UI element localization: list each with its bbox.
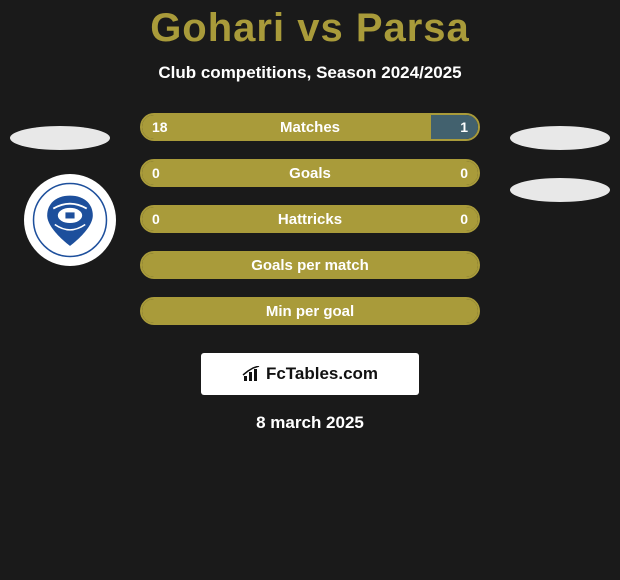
stat-right-value: 1 — [460, 119, 468, 135]
stat-right-value: 0 — [460, 211, 468, 227]
attribution-text: FcTables.com — [266, 364, 378, 384]
chart-icon — [242, 366, 262, 382]
stat-row-matches: 18 Matches 1 — [140, 113, 480, 141]
stat-label: Hattricks — [142, 211, 478, 228]
stats-list: 18 Matches 1 0 Goals 0 0 Hattricks 0 Goa… — [0, 113, 620, 343]
stat-right-value: 0 — [460, 165, 468, 181]
date-label: 8 march 2025 — [256, 413, 364, 433]
page-title: Gohari vs Parsa — [150, 6, 470, 51]
attribution-badge[interactable]: FcTables.com — [201, 353, 419, 395]
stat-label: Matches — [142, 119, 478, 136]
stat-row-min-per-goal: Min per goal — [140, 297, 480, 325]
page-subtitle: Club competitions, Season 2024/2025 — [158, 63, 461, 83]
comparison-card: Gohari vs Parsa Club competitions, Seaso… — [0, 0, 620, 580]
stat-label: Goals per match — [142, 257, 478, 274]
stat-row-goals: 0 Goals 0 — [140, 159, 480, 187]
stat-label: Goals — [142, 165, 478, 182]
stat-label: Min per goal — [142, 303, 478, 320]
stat-row-hattricks: 0 Hattricks 0 — [140, 205, 480, 233]
stat-row-goals-per-match: Goals per match — [140, 251, 480, 279]
